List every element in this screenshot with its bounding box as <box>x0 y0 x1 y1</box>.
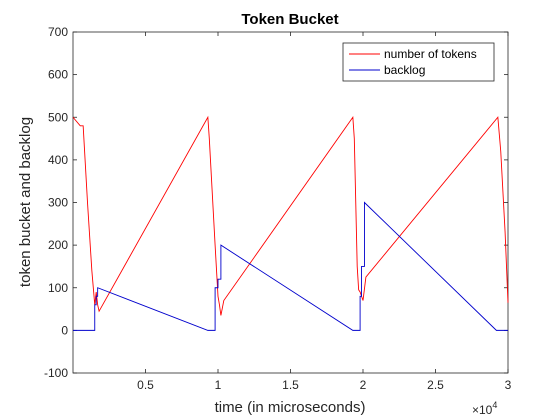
y-tick-label: 700 <box>48 25 68 39</box>
x-tick-label: 1 <box>215 378 222 392</box>
x-axis-label: time (in microseconds) <box>215 399 366 416</box>
legend-label-backlog: backlog <box>384 63 425 77</box>
y-tick-label: 100 <box>48 281 68 295</box>
series-layer <box>72 115 509 331</box>
x-tick-label: 1.5 <box>282 378 299 392</box>
chart-title: Token Bucket <box>241 11 338 28</box>
x-tick-label: 2.5 <box>427 378 444 392</box>
x-exponent-power: 4 <box>492 400 497 410</box>
y-tick-label: 600 <box>48 68 68 82</box>
y-tick-label: 200 <box>48 238 68 252</box>
x-exponent-label: ×104 <box>472 400 497 417</box>
y-axis-label: token bucket and backlog <box>17 117 34 287</box>
x-tick-label: 3 <box>505 378 512 392</box>
legend-label-number-of-tokens: number of tokens <box>384 47 477 61</box>
y-tick-label: -100 <box>44 366 68 380</box>
backlog-line <box>73 201 508 331</box>
x-tick-label: 0.5 <box>137 378 154 392</box>
y-tick-label: 0 <box>61 323 68 337</box>
y-tick-label: 300 <box>48 196 68 210</box>
plot-frame <box>72 31 509 374</box>
x-tick-label: 2 <box>360 378 367 392</box>
legend: number of tokens backlog <box>342 42 495 82</box>
number-of-tokens-line <box>72 115 509 316</box>
plot-area <box>72 31 509 374</box>
x-axis-ticks: 0.5 1 1.5 2 2.5 3 <box>137 32 512 392</box>
y-tick-label: 400 <box>48 153 68 167</box>
y-axis-ticks: -100 0 100 200 300 400 500 600 700 <box>44 25 508 380</box>
legend-box <box>342 42 495 82</box>
y-tick-label: 500 <box>48 110 68 124</box>
